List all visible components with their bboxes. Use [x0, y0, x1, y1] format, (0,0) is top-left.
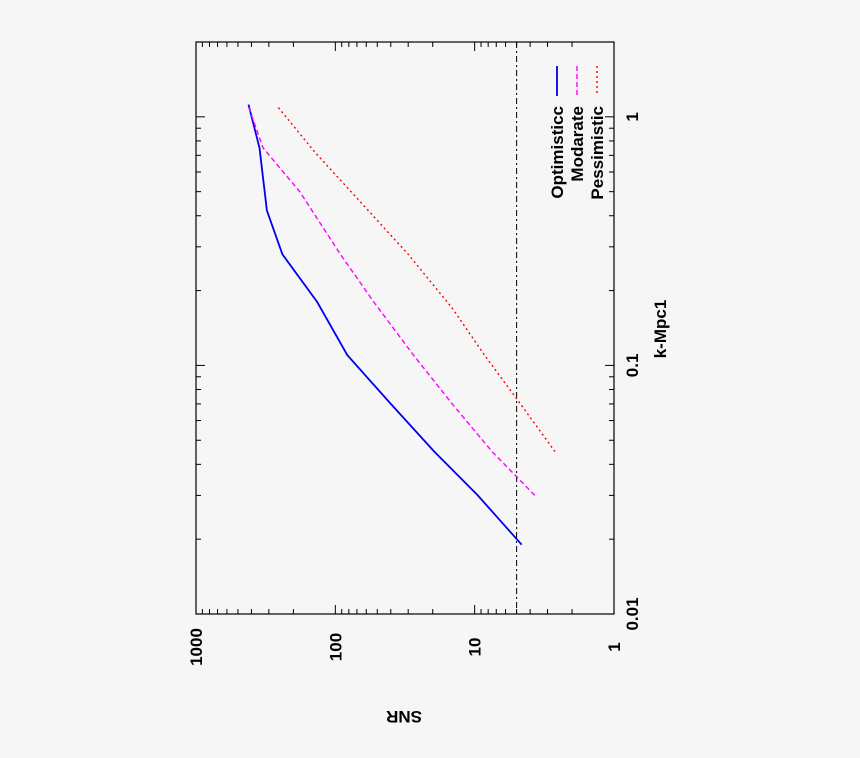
legend-label-pessimistic: Pessimistic [588, 106, 607, 200]
plot-frame-group [195, 41, 615, 615]
y-tick-label: 10 [466, 638, 485, 657]
x-tick-label: 1 [623, 112, 642, 121]
series-line-modarate [247, 104, 536, 496]
axis-labels: k-Mpc1 SNR [386, 300, 670, 726]
y-axis-label: SNR [386, 707, 422, 726]
tick-labels: 0.01 0.1 1 1 10 100 1000 [187, 112, 642, 666]
series-line-optimisticc [247, 104, 523, 546]
y-tick-label: 1000 [187, 628, 206, 666]
legend-label-modarate: Modarate [568, 106, 587, 182]
plot-frame [195, 41, 615, 615]
x-axis-label: k-Mpc1 [651, 300, 670, 359]
x-tick-label: 0.1 [623, 354, 642, 378]
legend: Optimisticc Modarate Pessimistic [548, 66, 607, 200]
series-line-pessimistic [276, 106, 556, 453]
y-tick-label: 100 [326, 633, 345, 661]
y-tick-label: 1 [605, 642, 624, 651]
x-tick-label: 0.01 [623, 597, 642, 630]
series-lines [247, 104, 556, 546]
legend-label-optimisticc: Optimisticc [548, 106, 567, 199]
